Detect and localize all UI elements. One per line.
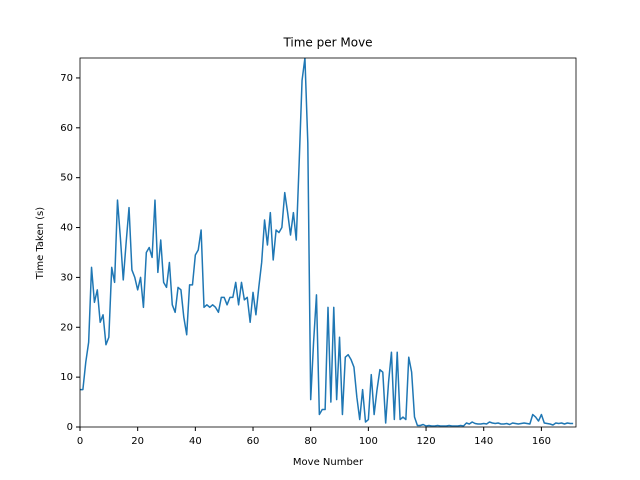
y-axis-label: Time Taken (s) xyxy=(35,207,46,280)
y-tick-label: 0 xyxy=(67,422,73,433)
chart-title: Time per Move xyxy=(282,36,372,50)
x-tick-label: 60 xyxy=(247,436,260,447)
y-tick-label: 60 xyxy=(60,123,73,134)
y-tick-label: 30 xyxy=(60,272,73,283)
x-tick-label: 80 xyxy=(304,436,317,447)
x-tick-label: 0 xyxy=(77,436,83,447)
x-tick-label: 100 xyxy=(359,436,378,447)
y-tick-label: 10 xyxy=(60,372,73,383)
plot-frame xyxy=(79,57,577,428)
y-tick-label: 20 xyxy=(60,322,73,333)
x-tick-label: 20 xyxy=(131,436,144,447)
x-axis-label: Move Number xyxy=(293,457,364,468)
data-line xyxy=(80,58,574,427)
x-tick-label: 140 xyxy=(474,436,493,447)
y-tick-label: 50 xyxy=(60,173,73,184)
x-tick-label: 40 xyxy=(189,436,202,447)
y-tick-label: 70 xyxy=(60,73,73,84)
y-tick-label: 40 xyxy=(60,223,73,234)
x-tick-label: 160 xyxy=(532,436,551,447)
x-tick-label: 120 xyxy=(416,436,435,447)
